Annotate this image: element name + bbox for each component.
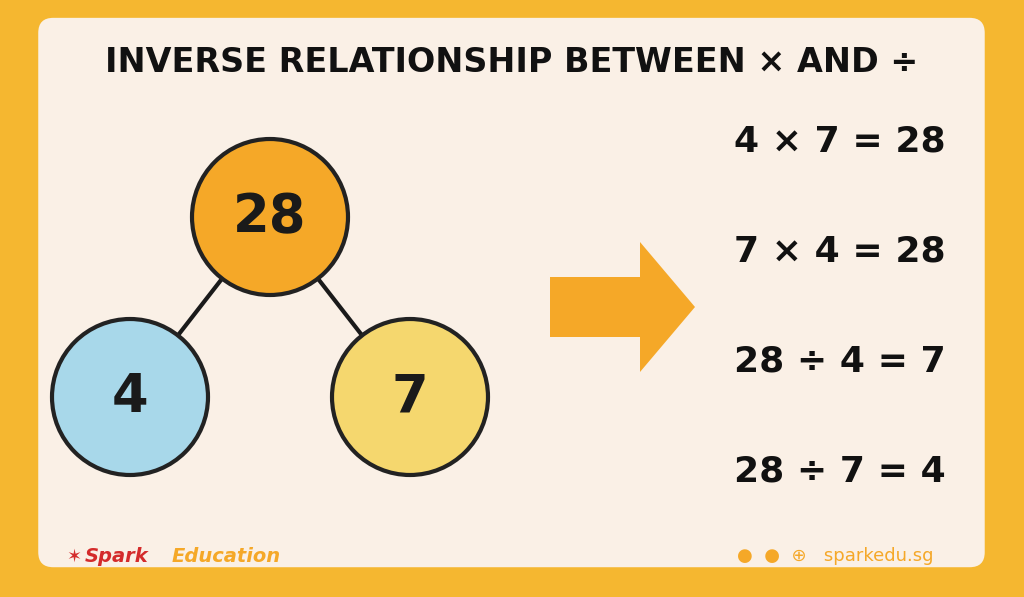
Text: 7 × 4 = 28: 7 × 4 = 28 (734, 235, 946, 269)
Text: Spark: Spark (85, 547, 148, 566)
Circle shape (332, 319, 488, 475)
Circle shape (193, 139, 348, 295)
Text: 7: 7 (391, 371, 428, 423)
Text: 28 ÷ 4 = 7: 28 ÷ 4 = 7 (734, 345, 946, 379)
Text: ●  ●  ⊕   sparkedu.sg: ● ● ⊕ sparkedu.sg (737, 547, 934, 565)
Polygon shape (550, 242, 695, 372)
Text: 28: 28 (233, 191, 307, 243)
Circle shape (52, 319, 208, 475)
FancyBboxPatch shape (38, 18, 985, 567)
Text: 4 × 7 = 28: 4 × 7 = 28 (734, 125, 946, 159)
Text: 4: 4 (112, 371, 148, 423)
Text: 28 ÷ 7 = 4: 28 ÷ 7 = 4 (734, 455, 946, 489)
Text: ✶: ✶ (67, 547, 82, 565)
Text: INVERSE RELATIONSHIP BETWEEN × AND ÷: INVERSE RELATIONSHIP BETWEEN × AND ÷ (105, 46, 919, 79)
Text: Education: Education (172, 547, 281, 566)
